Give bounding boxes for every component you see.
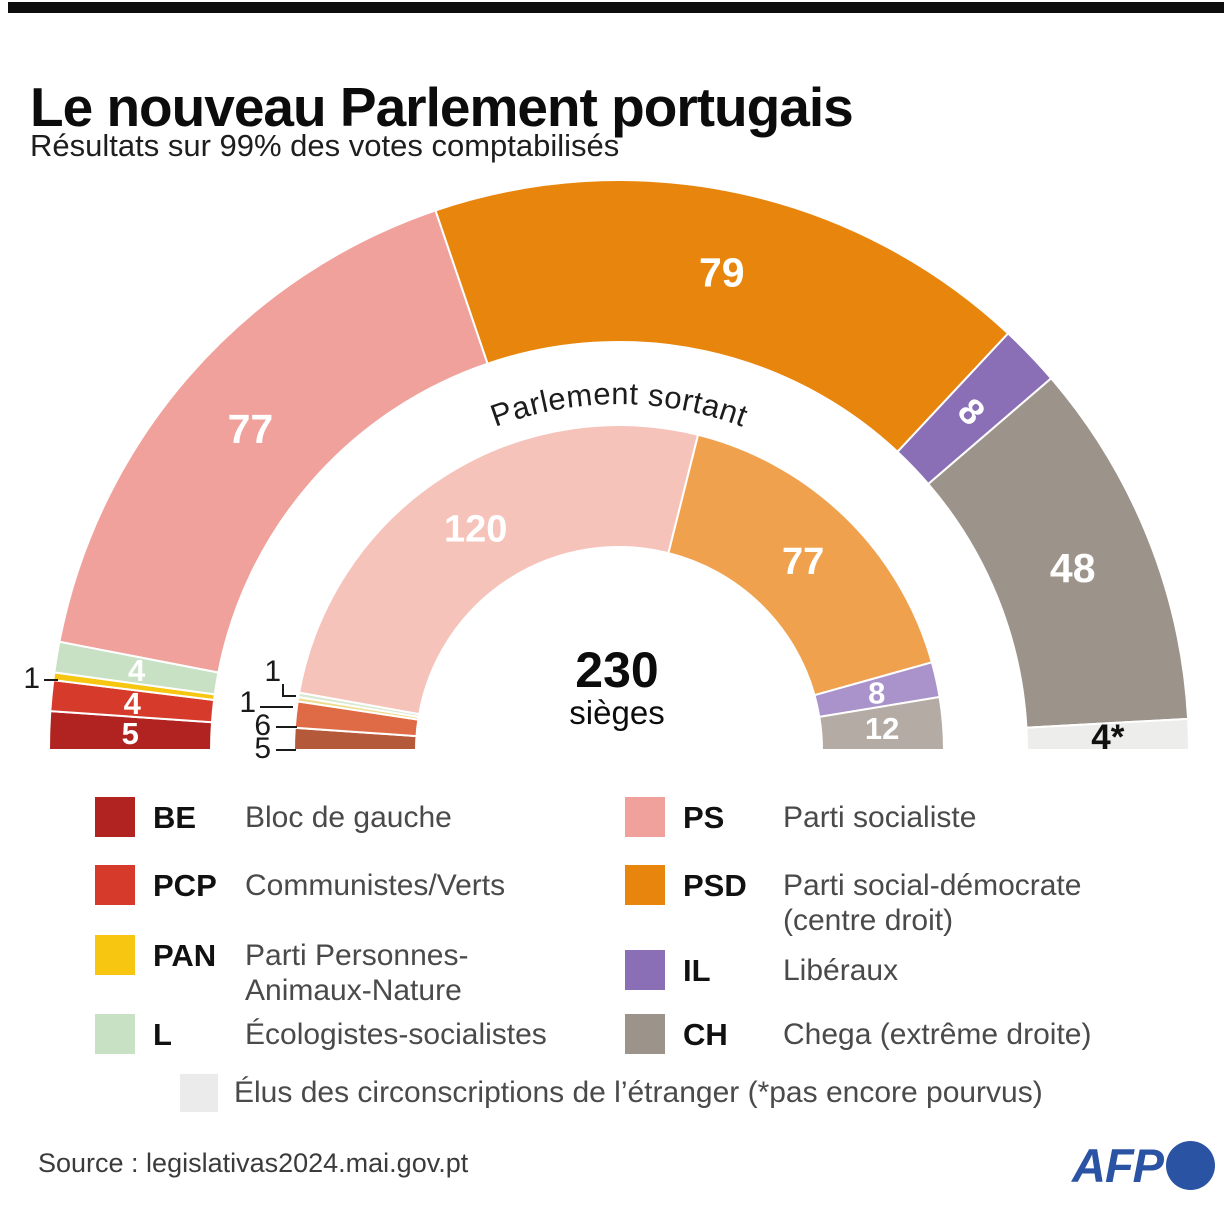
page-subtitle: Résultats sur 99% des votes comptabilisé…: [30, 128, 620, 163]
slice-label-nouveau-parlement-ETR: 4*: [1091, 718, 1124, 757]
slice-label-nouveau-parlement-L: 4: [128, 653, 146, 688]
legend-abbr-ps: PS: [683, 800, 725, 835]
callout-label-2: 1: [239, 686, 256, 719]
total-seats-unit: sièges: [569, 694, 665, 731]
afp-logo: AFP: [1072, 1138, 1215, 1193]
slice-label-parlement-sortant-IL: 8: [868, 676, 885, 711]
hemicycle-chart-wrap: 5 4 4 77 79 8 48 4* 120 77 8 12 Parlement sortant 1 1 1…: [0, 170, 1224, 790]
slice-label-parlement-sortant-PS: 120: [444, 509, 507, 551]
legend-item-ps: PS Parti socialiste: [625, 797, 976, 837]
legend-item-pan: PAN Parti Personnes- Animaux-Nature: [95, 935, 468, 1009]
slice-label-nouveau-parlement-BE: 5: [122, 716, 139, 751]
legend-item-pcp: PCP Communistes/Verts: [95, 865, 505, 905]
legend-abbr-l: L: [153, 1017, 172, 1052]
legend-desc-pcp: Communistes/Verts: [245, 869, 506, 902]
legend-swatch-ch: [625, 1014, 665, 1054]
callout-label-4: 5: [254, 732, 271, 765]
legend-desc-psd: Parti social-démocrate (centre droit): [783, 869, 1082, 938]
legend-swatch-pcp: [95, 865, 135, 905]
total-seats-label: 230 sièges: [467, 645, 767, 731]
slice-label-parlement-sortant-PSD: 77: [782, 541, 824, 583]
slice-label-nouveau-parlement-PS: 77: [228, 406, 274, 452]
slice-parlement-sortant-PS: [297, 424, 700, 716]
legend-abbr-pan: PAN: [153, 938, 217, 973]
slice-label-nouveau-parlement-PCP: 4: [124, 686, 142, 721]
legend-swatch-il: [625, 950, 665, 990]
legend-desc-be: Bloc de gauche: [245, 801, 452, 834]
slice-label-parlement-sortant-CH: 12: [865, 711, 899, 746]
afp-logo-dot-icon: [1166, 1141, 1215, 1190]
slice-parlement-sortant-PSD: [667, 433, 934, 697]
legend-swatch-psd: [625, 865, 665, 905]
page-title: Le nouveau Parlement portugais: [30, 75, 854, 138]
slice-nouveau-parlement-PS: [58, 209, 489, 674]
legend-item-il: IL Libéraux: [625, 950, 898, 990]
legend-desc-l: Écologistes-socialistes: [245, 1018, 547, 1051]
legend-desc-il: Libéraux: [783, 954, 899, 987]
legend-item-ch: CH Chega (extrême droite): [625, 1014, 1091, 1054]
legend-swatch-pan: [95, 935, 135, 975]
source-credit: Source : legislativas2024.mai.gov.pt: [38, 1148, 469, 1178]
slice-parlement-sortant-CH: [818, 695, 946, 751]
legend-desc-ch: Chega (extrême droite): [783, 1018, 1092, 1051]
legend-abbr-be: BE: [153, 800, 197, 835]
callout-label-0: 1: [23, 662, 40, 695]
afp-logo-text: AFP: [1072, 1139, 1164, 1192]
total-seats-number: 230: [575, 642, 659, 698]
legend-swatch-l: [95, 1014, 135, 1054]
top-bar: [8, 2, 1224, 13]
legend-abbr-il: IL: [683, 953, 711, 988]
legend-item-psd: PSD Parti social-démocrate (centre droit…: [625, 865, 1081, 939]
legend-abbr-psd: PSD: [683, 868, 747, 903]
legend-note-text: Élus des circonscriptions de l’étranger …: [234, 1076, 1043, 1110]
legend-swatch-etranger: [180, 1074, 218, 1112]
legend-abbr-ch: CH: [683, 1017, 728, 1052]
legend-item-l: L Écologistes-socialistes: [95, 1014, 547, 1054]
slice-label-nouveau-parlement-CH: 48: [1050, 545, 1096, 591]
slice-label-nouveau-parlement-PSD: 79: [699, 249, 745, 295]
legend-item-etranger: Élus des circonscriptions de l’étranger …: [180, 1074, 1043, 1112]
callout-label-1: 1: [264, 655, 281, 688]
legend-item-be: BE Bloc de gauche: [95, 797, 452, 837]
legend-swatch-ps: [625, 797, 665, 837]
callout-line-1: [282, 684, 296, 697]
callout-label-3: 6: [254, 709, 271, 742]
legend-desc-pan: Parti Personnes- Animaux-Nature: [245, 939, 469, 1008]
legend-abbr-pcp: PCP: [153, 868, 217, 903]
legend-swatch-be: [95, 797, 135, 837]
legend-desc-ps: Parti socialiste: [783, 801, 977, 834]
slice-nouveau-parlement-ETR: [1025, 717, 1191, 751]
